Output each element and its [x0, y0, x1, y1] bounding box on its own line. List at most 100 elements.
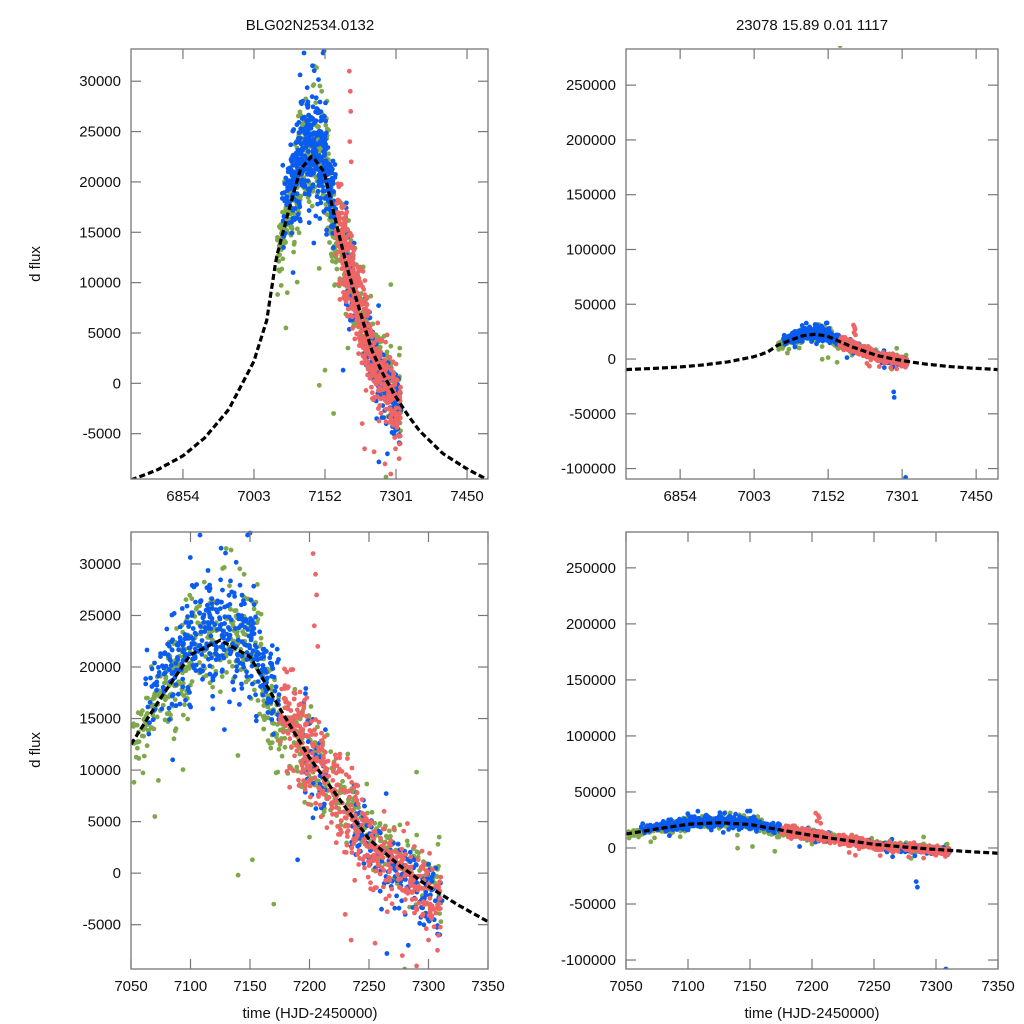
data-point — [370, 330, 375, 336]
data-point — [169, 701, 175, 707]
data-point — [382, 357, 388, 363]
data-point — [218, 689, 223, 695]
data-point — [227, 602, 233, 607]
left-title: BLG02N2534.0132 — [246, 17, 374, 34]
data-point — [223, 546, 229, 551]
data-point — [239, 681, 244, 687]
data-point — [323, 100, 328, 106]
data-point — [350, 251, 356, 257]
data-point — [158, 654, 163, 659]
data-point — [253, 614, 258, 620]
data-point — [313, 806, 319, 811]
data-point — [304, 85, 310, 91]
data-point — [275, 769, 281, 775]
data-point — [227, 699, 232, 705]
data-point — [343, 295, 349, 301]
data-point — [219, 669, 225, 674]
data-point — [348, 109, 354, 114]
data-point — [347, 255, 352, 260]
data-point — [388, 282, 394, 287]
data-point — [282, 238, 287, 244]
data-point — [308, 123, 313, 129]
data-point — [156, 778, 161, 783]
data-point — [359, 360, 365, 366]
data-point — [290, 206, 296, 212]
data-point — [200, 668, 205, 674]
data-point — [311, 68, 317, 74]
data-point — [894, 366, 900, 372]
data-point — [219, 674, 225, 679]
data-point — [186, 664, 192, 669]
panel-top-right: 6854 7003 7152 7301 7450-100000-500000500001… — [561, 46, 999, 505]
data-point — [351, 262, 357, 268]
data-point — [376, 418, 382, 424]
data-point — [373, 346, 379, 352]
data-point — [397, 345, 403, 351]
data-point — [281, 696, 287, 701]
data-point — [275, 292, 280, 297]
data-point — [250, 681, 255, 687]
data-point — [208, 626, 214, 631]
data-point — [198, 598, 203, 604]
data-point — [317, 216, 323, 221]
y-tick-label: 30000 — [79, 73, 121, 90]
data-point — [304, 124, 309, 129]
data-point — [344, 209, 350, 215]
data-point — [173, 703, 179, 709]
data-point — [144, 695, 149, 701]
data-point — [434, 874, 440, 880]
data-point — [376, 303, 381, 308]
data-point — [364, 781, 370, 787]
data-point — [349, 233, 354, 239]
data-point — [808, 335, 813, 341]
data-point — [206, 588, 212, 594]
data-point — [255, 657, 260, 663]
data-point — [394, 893, 399, 899]
data-point — [279, 753, 285, 759]
data-point — [196, 643, 202, 649]
data-point — [330, 158, 336, 164]
data-point — [229, 589, 235, 595]
data-point — [152, 660, 157, 666]
data-point — [319, 117, 325, 123]
data-point — [313, 213, 319, 219]
data-point — [167, 656, 173, 662]
data-point — [140, 770, 146, 776]
data-point — [407, 849, 413, 855]
data-point — [318, 196, 323, 201]
data-point — [220, 628, 226, 634]
data-point — [302, 799, 308, 805]
panel-top-left: 6854 7003 7152 7301 7450-5000050001000015000… — [79, 48, 489, 505]
plot-frame — [625, 48, 999, 480]
data-point — [349, 298, 355, 304]
data-point — [203, 607, 209, 613]
data-point — [359, 832, 365, 838]
data-point — [210, 693, 216, 699]
data-point — [260, 682, 266, 688]
data-point — [193, 606, 199, 612]
y-tick-label: 25000 — [79, 124, 121, 141]
data-point — [290, 270, 296, 275]
data-point — [258, 641, 264, 647]
data-point — [300, 98, 305, 104]
data-point — [185, 614, 191, 619]
data-point — [133, 754, 139, 760]
data-point — [308, 167, 314, 173]
data-point — [207, 612, 213, 618]
data-point — [316, 266, 322, 271]
data-point — [426, 861, 431, 867]
data-point — [241, 571, 247, 577]
data-point — [292, 753, 297, 759]
data-point — [796, 345, 802, 351]
data-point — [299, 180, 304, 186]
data-point — [268, 651, 274, 657]
data-point — [191, 665, 197, 671]
data-point — [347, 88, 353, 94]
x-tick-label: 7003 — [237, 488, 270, 505]
data-point — [392, 905, 398, 911]
data-point — [213, 671, 219, 677]
data-point — [144, 743, 150, 749]
data-point — [195, 620, 201, 626]
data-point — [378, 410, 384, 416]
data-point — [853, 332, 858, 338]
